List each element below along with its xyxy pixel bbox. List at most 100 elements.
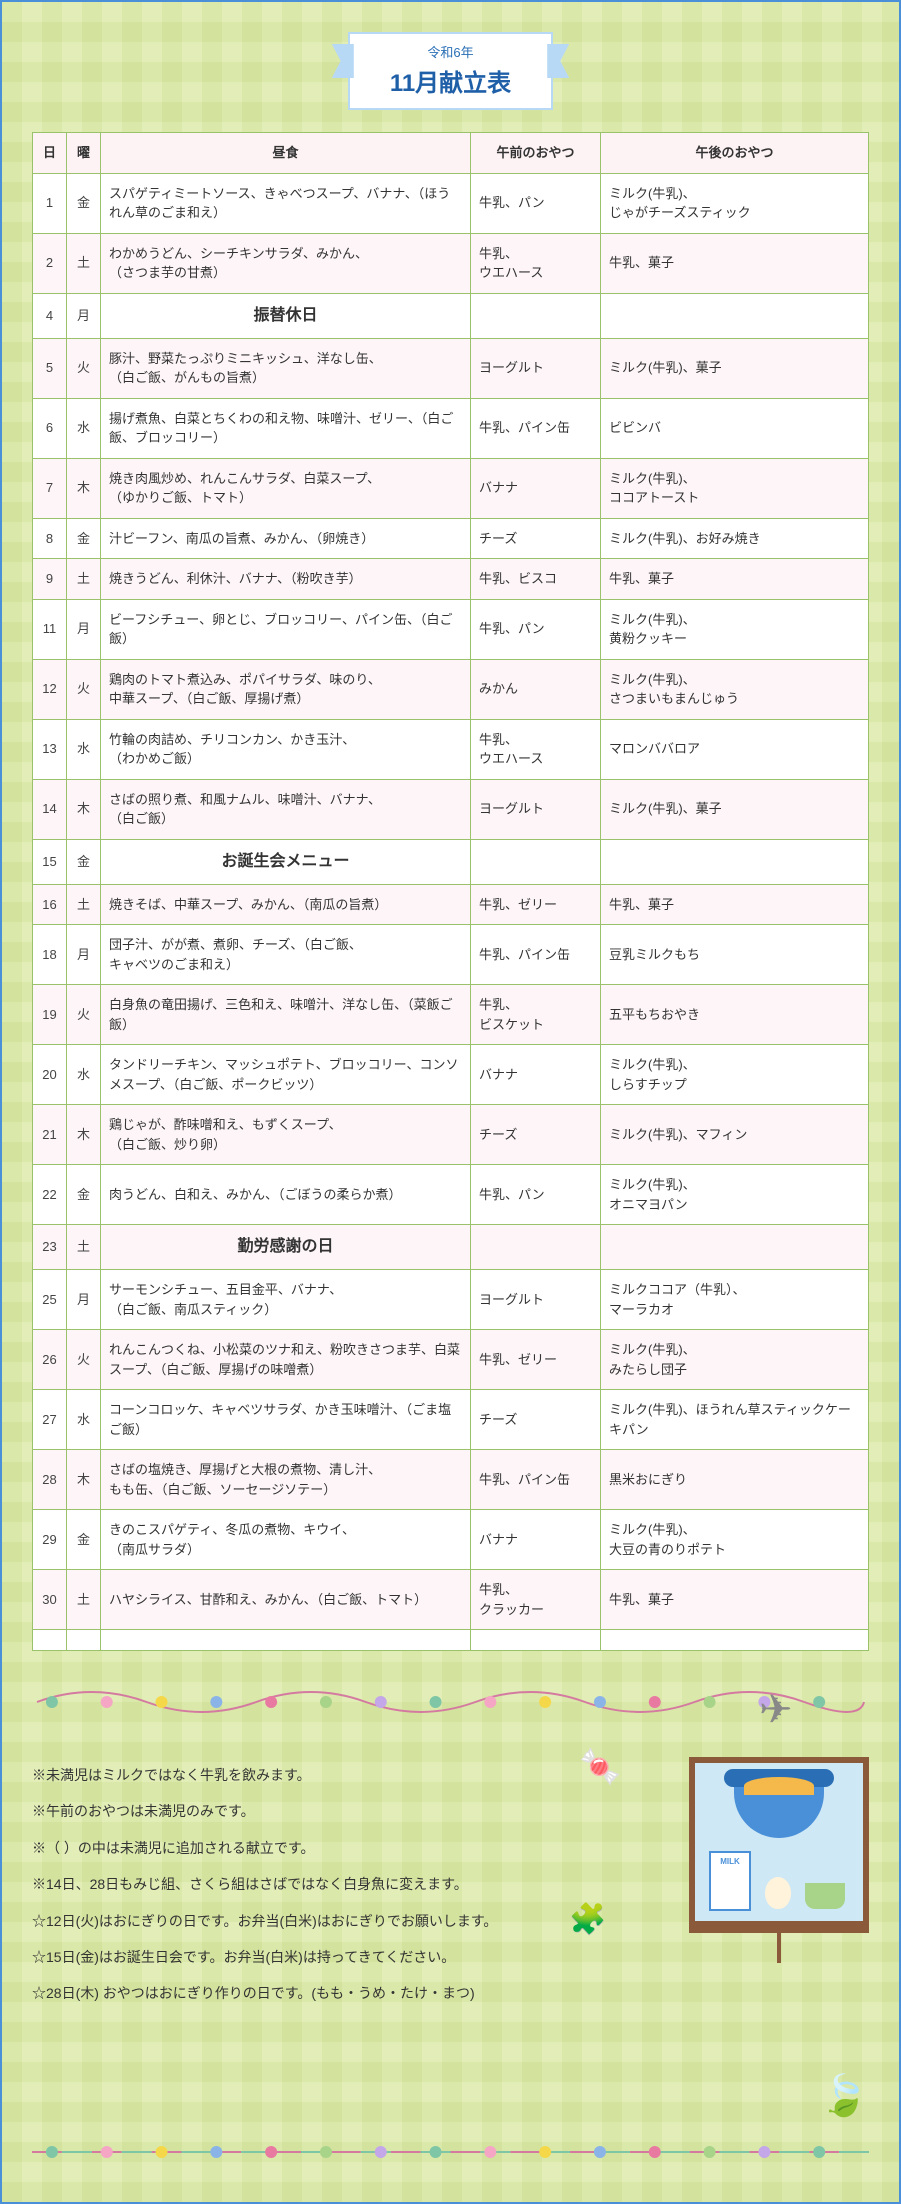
cell-day: 22 (33, 1165, 67, 1225)
cell-lunch: 焼き肉風炒め、れんこんサラダ、白菜スープ、（ゆかりご飯、トマト） (101, 458, 471, 518)
cell-dow: 土 (67, 884, 101, 925)
table-row: 19火白身魚の竜田揚げ、三色和え、味噌汁、洋なし缶、（菜飯ご飯）牛乳、ビスケット… (33, 985, 869, 1045)
cell-lunch: 肉うどん、白和え、みかん、（ごぼうの柔らか煮） (101, 1165, 471, 1225)
cell-dow: 木 (67, 1105, 101, 1165)
col-lunch: 昼食 (101, 133, 471, 174)
cell-am: 牛乳、ゼリー (471, 884, 601, 925)
notes-section: ※未満児はミルクではなく牛乳を飲みます。※午前のおやつは未満児のみです。※（ ）… (32, 1757, 869, 2012)
menu-body: 1金スパゲティミートソース、きゃべつスープ、バナナ、（ほうれん草のごま和え）牛乳… (33, 173, 869, 1651)
cell-am (471, 1630, 601, 1651)
cell-am: 牛乳、パン (471, 599, 601, 659)
cell-am: 牛乳、ウエハース (471, 719, 601, 779)
cell-day: 6 (33, 398, 67, 458)
cell-pm: ミルク(牛乳)、ほうれん草スティックケーキパン (601, 1390, 869, 1450)
cell-am (471, 839, 601, 884)
cell-lunch (101, 1630, 471, 1651)
cell-day: 2 (33, 233, 67, 293)
cell-dow: 木 (67, 779, 101, 839)
table-row: 20水タンドリーチキン、マッシュポテト、ブロッコリー、コンソメスープ、（白ご飯、… (33, 1045, 869, 1105)
cell-am: 牛乳、ゼリー (471, 1330, 601, 1390)
cell-am: チーズ (471, 1390, 601, 1450)
cell-day: 12 (33, 659, 67, 719)
cell-day: 7 (33, 458, 67, 518)
cell-day: 30 (33, 1570, 67, 1630)
table-row: 13水竹輪の肉詰め、チリコンカン、かき玉汁、（わかめご飯）牛乳、ウエハースマロン… (33, 719, 869, 779)
year-line: 令和6年 (390, 42, 511, 61)
cell-day: 13 (33, 719, 67, 779)
table-row: 2土わかめうどん、シーチキンサラダ、みかん、（さつま芋の甘煮）牛乳、ウエハース牛… (33, 233, 869, 293)
col-pm: 午後のおやつ (601, 133, 869, 174)
cell-am: バナナ (471, 1510, 601, 1570)
table-row: 12火鶏肉のトマト煮込み、ポパイサラダ、味のり、中華スープ、（白ご飯、厚揚げ煮）… (33, 659, 869, 719)
notes-list: ※未満児はミルクではなく牛乳を飲みます。※午前のおやつは未満児のみです。※（ ）… (32, 1757, 629, 2012)
table-row (33, 1630, 869, 1651)
cell-am (471, 1225, 601, 1270)
table-row: 1金スパゲティミートソース、きゃべつスープ、バナナ、（ほうれん草のごま和え）牛乳… (33, 173, 869, 233)
cell-am: 牛乳、ウエハース (471, 233, 601, 293)
title-line: 11月献立表 (390, 63, 511, 98)
cell-lunch: スパゲティミートソース、きゃべつスープ、バナナ、（ほうれん草のごま和え） (101, 173, 471, 233)
cell-am: 牛乳、パイン缶 (471, 925, 601, 985)
note-line: ※未満児はミルクではなく牛乳を飲みます。 (32, 1757, 629, 1793)
cell-day: 9 (33, 559, 67, 600)
cell-day: 20 (33, 1045, 67, 1105)
cell-lunch: さばの照り煮、和風ナムル、味噌汁、バナナ、（白ご飯） (101, 779, 471, 839)
cell-day: 29 (33, 1510, 67, 1570)
cell-am: チーズ (471, 518, 601, 559)
cell-day: 25 (33, 1270, 67, 1330)
table-row: 6水揚げ煮魚、白菜とちくわの和え物、味噌汁、ゼリー、（白ご飯、ブロッコリー）牛乳… (33, 398, 869, 458)
cell-am: 牛乳、パン (471, 173, 601, 233)
table-row: 23土勤労感謝の日 (33, 1225, 869, 1270)
note-line: ※午前のおやつは未満児のみです。 (32, 1793, 629, 1829)
cell-dow (67, 1630, 101, 1651)
cell-pm: ミルクココア（牛乳）、マーラカオ (601, 1270, 869, 1330)
cell-lunch: 白身魚の竜田揚げ、三色和え、味噌汁、洋なし缶、（菜飯ご飯） (101, 985, 471, 1045)
cell-am: チーズ (471, 1105, 601, 1165)
cell-lunch: きのこスパゲティ、冬瓜の煮物、キウイ、（南瓜サラダ） (101, 1510, 471, 1570)
note-line: ☆12日(火)はおにぎりの日です。お弁当(白米)はおにぎりでお願いします。 (32, 1903, 629, 1939)
header-row: 日 曜 昼食 午前のおやつ 午後のおやつ (33, 133, 869, 174)
table-row: 27水コーンコロッケ、キャベツサラダ、かき玉味噌汁、（ごま塩ご飯）チーズミルク(… (33, 1390, 869, 1450)
cell-lunch: 汁ビーフン、南瓜の旨煮、みかん、（卵焼き） (101, 518, 471, 559)
cell-day: 14 (33, 779, 67, 839)
cell-dow: 金 (67, 839, 101, 884)
cell-lunch: サーモンシチュー、五目金平、バナナ、（白ご飯、南瓜スティック） (101, 1270, 471, 1330)
paper-plane-icon: ✈ (759, 1687, 793, 1733)
cell-day: 21 (33, 1105, 67, 1165)
cell-dow: 土 (67, 1570, 101, 1630)
table-row: 22金肉うどん、白和え、みかん、（ごぼうの柔らか煮）牛乳、パンミルク(牛乳)、オ… (33, 1165, 869, 1225)
table-row: 4月振替休日 (33, 293, 869, 338)
cell-lunch: コーンコロッケ、キャベツサラダ、かき玉味噌汁、（ごま塩ご飯） (101, 1390, 471, 1450)
menu-table: 日 曜 昼食 午前のおやつ 午後のおやつ 1金スパゲティミートソース、きゃべつス… (32, 132, 869, 1651)
table-row: 16土焼きそば、中華スープ、みかん、（南瓜の旨煮）牛乳、ゼリー牛乳、菓子 (33, 884, 869, 925)
cell-lunch: 焼きうどん、利休汁、バナナ、（粉吹き芋） (101, 559, 471, 600)
cell-pm: マロンババロア (601, 719, 869, 779)
cell-pm: ミルク(牛乳)、菓子 (601, 338, 869, 398)
cell-lunch: わかめうどん、シーチキンサラダ、みかん、（さつま芋の甘煮） (101, 233, 471, 293)
cell-am: ヨーグルト (471, 779, 601, 839)
cell-day: 27 (33, 1390, 67, 1450)
cell-pm (601, 293, 869, 338)
cell-dow: 木 (67, 1450, 101, 1510)
table-row: 11月ビーフシチュー、卵とじ、ブロッコリー、パイン缶、（白ご飯）牛乳、パンミルク… (33, 599, 869, 659)
cell-am: バナナ (471, 1045, 601, 1105)
illustration-block: ✈ 🍬 🧩 (649, 1757, 869, 1927)
cell-dow: 月 (67, 599, 101, 659)
cell-pm: ミルク(牛乳)、さつまいもまんじゅう (601, 659, 869, 719)
cell-pm: ミルク(牛乳)、しらすチップ (601, 1045, 869, 1105)
cell-day: 19 (33, 985, 67, 1045)
cell-pm: 牛乳、菓子 (601, 233, 869, 293)
cell-lunch: タンドリーチキン、マッシュポテト、ブロッコリー、コンソメスープ、（白ご飯、ポーク… (101, 1045, 471, 1105)
cell-dow: 月 (67, 1270, 101, 1330)
decorative-divider (32, 1677, 869, 1727)
cell-am: ヨーグルト (471, 338, 601, 398)
cell-pm (601, 1225, 869, 1270)
cell-lunch: 豚汁、野菜たっぷりミニキッシュ、洋なし缶、（白ご飯、がんもの旨煮） (101, 338, 471, 398)
cell-dow: 月 (67, 293, 101, 338)
cell-pm: ミルク(牛乳)、菓子 (601, 779, 869, 839)
col-day: 日 (33, 133, 67, 174)
cell-am: みかん (471, 659, 601, 719)
cell-day: 11 (33, 599, 67, 659)
cell-lunch: ハヤシライス、甘酢和え、みかん、（白ご飯、トマト） (101, 1570, 471, 1630)
cell-lunch: 団子汁、がが煮、煮卵、チーズ、（白ご飯、キャベツのごま和え） (101, 925, 471, 985)
